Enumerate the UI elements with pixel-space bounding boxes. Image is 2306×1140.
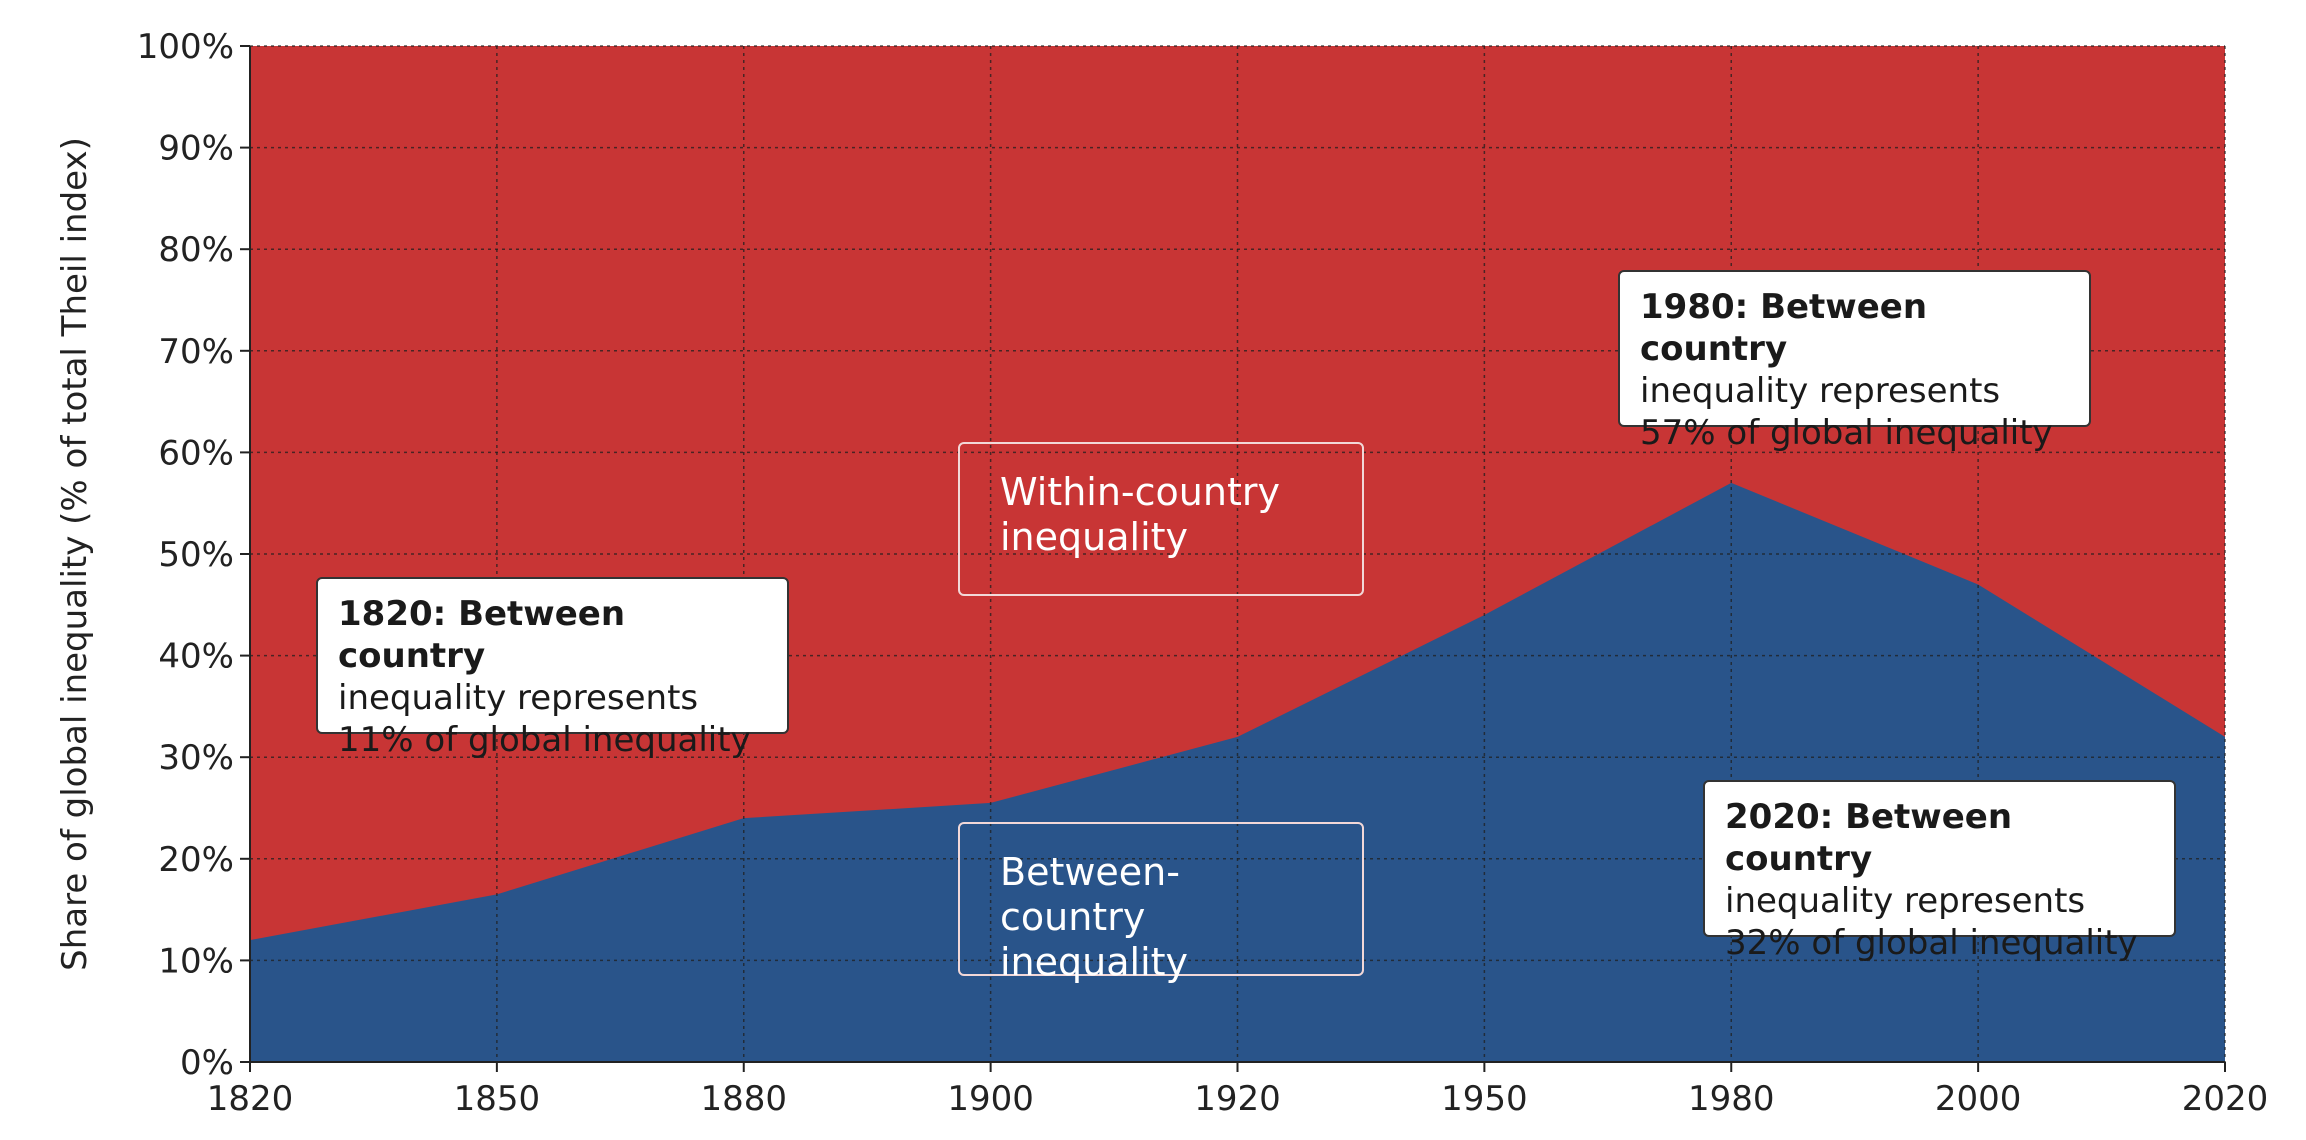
- x-tick-label-1980: 1980: [1688, 1079, 1775, 1119]
- annotation-1820: 1820: Between country inequality represe…: [316, 577, 789, 760]
- between-country-label-text: Between-country inequality: [1000, 850, 1189, 984]
- y-tick-label-1: 10%: [158, 941, 234, 981]
- x-axis-ticks: 1820 1850 1880 1900 1920 1950 1980 2000 2020: [207, 1061, 2269, 1119]
- x-tick-label-1820: 1820: [207, 1079, 294, 1119]
- annotation-1980-text: inequality represents 57% of global ineq…: [1640, 371, 2053, 453]
- x-tick-label-1920: 1920: [1194, 1079, 1281, 1119]
- y-tick-label-4: 40%: [158, 637, 234, 677]
- y-axis-ticks: 0% 10% 20% 30% 40% 50% 60% 70% 80% 90% 100%: [137, 27, 251, 1083]
- annotation-2020-title: 2020: Between country: [1725, 797, 2013, 879]
- annotation-1820-text: inequality represents 11% of global ineq…: [338, 678, 751, 760]
- x-tick-label-1950: 1950: [1441, 1079, 1528, 1119]
- y-tick-label-0: 0%: [180, 1043, 234, 1083]
- y-tick-label-3: 30%: [158, 738, 234, 778]
- y-tick-label-8: 80%: [158, 230, 234, 270]
- y-tick-label-2: 20%: [158, 840, 234, 880]
- x-tick-label-1850: 1850: [454, 1079, 541, 1119]
- x-tick-label-1900: 1900: [947, 1079, 1034, 1119]
- annotation-1820-title: 1820: Between country: [338, 594, 626, 676]
- y-tick-label-6: 60%: [158, 433, 234, 473]
- x-tick-label-2020: 2020: [2182, 1079, 2269, 1119]
- within-country-label: Within-country inequality: [958, 442, 1364, 596]
- annotation-1980: 1980: Between country inequality represe…: [1618, 270, 2091, 453]
- y-tick-label-7: 70%: [158, 332, 234, 372]
- annotation-1980-title: 1980: Between country: [1640, 287, 1928, 369]
- y-tick-label-9: 90%: [158, 129, 234, 169]
- annotation-2020: 2020: Between country inequality represe…: [1703, 780, 2176, 963]
- between-country-label: Between-country inequality: [958, 822, 1364, 984]
- x-tick-label-2000: 2000: [1935, 1079, 2022, 1119]
- y-tick-label-5: 50%: [158, 535, 234, 575]
- annotation-2020-text: inequality represents 32% of global ineq…: [1725, 881, 2138, 963]
- x-tick-label-1880: 1880: [700, 1079, 787, 1119]
- y-tick-label-10: 100%: [137, 27, 234, 67]
- y-axis-label: Share of global inequality (% of total T…: [55, 137, 95, 971]
- within-country-label-text: Within-country inequality: [1000, 470, 1280, 559]
